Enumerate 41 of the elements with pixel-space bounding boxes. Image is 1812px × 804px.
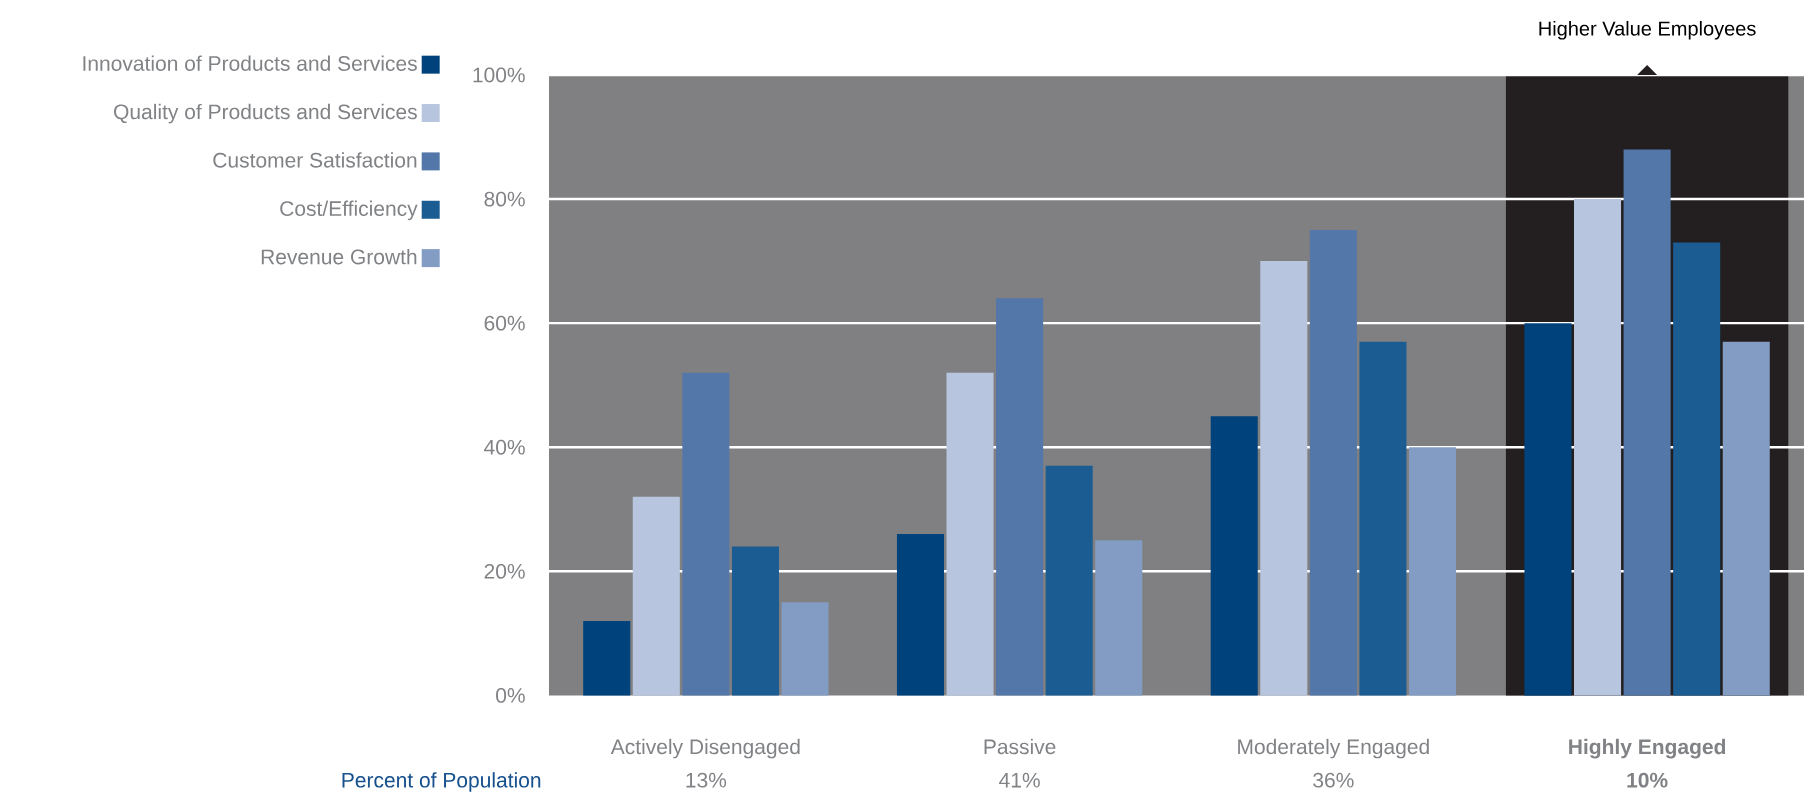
legend-label: Innovation of Products and Services	[83, 55, 417, 71]
band-label: Higher Value Employees	[1539, 20, 1756, 40]
bar	[1574, 199, 1622, 696]
x-tick-label: Highly Engaged	[1569, 738, 1726, 759]
text: 41%	[999, 772, 1040, 788]
bar	[583, 620, 631, 696]
bar	[996, 298, 1044, 696]
legend-label: Quality of Products and Services	[114, 103, 417, 124]
bar	[1359, 341, 1407, 696]
bar	[1623, 149, 1671, 696]
text: 13%	[686, 772, 727, 788]
y-tick-label: 80%	[484, 191, 525, 207]
bar	[731, 546, 779, 696]
bar	[682, 372, 730, 696]
legend-label: Customer Satisfaction	[213, 152, 417, 168]
bar	[1524, 323, 1572, 696]
text: 10%	[1627, 772, 1668, 788]
bar	[1260, 261, 1308, 696]
bar	[632, 496, 680, 696]
bar	[1722, 341, 1770, 696]
y-tick-label: 100%	[473, 67, 525, 83]
legend-label: Cost/Efficiency	[280, 200, 418, 221]
y-tick-label: 40%	[484, 439, 525, 455]
y-tick-label: 20%	[484, 563, 525, 579]
bar	[1309, 230, 1357, 696]
bar	[1210, 416, 1258, 696]
bar	[1673, 242, 1721, 696]
y-tick-label: 60%	[484, 315, 525, 331]
x-tick-label: Actively Disengaged	[610, 738, 800, 759]
x-tick-label: Passive	[984, 738, 1056, 755]
bar	[946, 372, 994, 696]
legend-label: Revenue Growth	[261, 248, 417, 265]
text: 36%	[1313, 772, 1354, 788]
y-tick-label: 0%	[496, 687, 525, 703]
x-tick-label: Moderately Engaged	[1238, 738, 1429, 759]
bar	[1095, 540, 1143, 696]
bar	[1045, 465, 1093, 696]
bar	[781, 602, 829, 696]
bar	[896, 534, 945, 696]
bar	[1408, 447, 1457, 696]
text: Percent of Population	[342, 772, 541, 792]
